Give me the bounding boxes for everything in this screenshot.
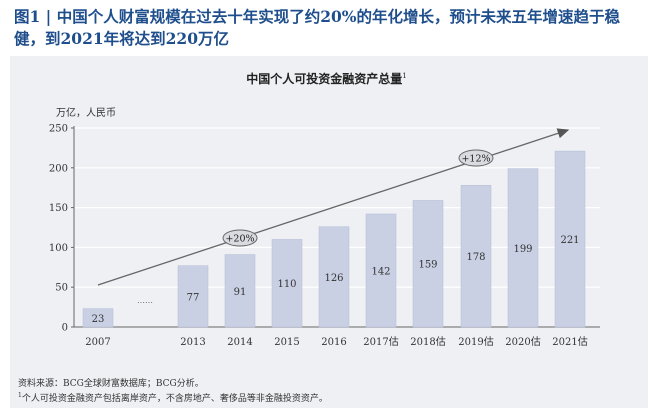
x-tick-label: 2018估 bbox=[410, 335, 445, 348]
growth-label: +12% bbox=[461, 154, 490, 165]
bar bbox=[224, 254, 256, 328]
gap-marker: …… bbox=[137, 296, 153, 305]
y-tick-label: 200 bbox=[49, 163, 68, 174]
data-label: 221 bbox=[560, 235, 579, 246]
heading-line-2: 健，到2021年将达到220万亿 bbox=[14, 29, 229, 48]
x-tick-label: 2019估 bbox=[458, 335, 493, 348]
bar bbox=[271, 239, 303, 328]
data-label: 77 bbox=[187, 292, 200, 303]
bar bbox=[82, 308, 114, 328]
bar bbox=[507, 168, 539, 328]
y-tick-label: 250 bbox=[49, 124, 68, 135]
data-label: 159 bbox=[418, 260, 437, 271]
y-tick-label: 150 bbox=[49, 203, 68, 214]
x-tick-label: 2007 bbox=[85, 337, 110, 348]
footnote-line: 1个人可投资金融资产包括离岸资产，不含房地产、奢侈品等非金融投资资产。 bbox=[18, 392, 328, 404]
chart-title: 中国个人可投资金融资产总量1 bbox=[246, 72, 407, 86]
y-tick-label: 0 bbox=[62, 323, 68, 334]
x-tick-label: 2021估 bbox=[552, 335, 587, 348]
figure-heading: 图1 | 中国个人财富规模在过去十年实现了约20%的年化增长，预计未来五年增速趋… bbox=[14, 6, 644, 50]
growth-badge bbox=[222, 229, 258, 247]
source-line: 资料来源：BCG全球财富数据库；BCG分析。 bbox=[18, 379, 204, 389]
source-notes: 资料来源：BCG全球财富数据库；BCG分析。 1个人可投资金融资产包括离岸资产，… bbox=[18, 378, 328, 405]
data-label: 178 bbox=[466, 252, 485, 263]
bar bbox=[365, 213, 397, 328]
growth-badge bbox=[458, 149, 494, 167]
growth-label: +20% bbox=[225, 234, 254, 245]
bar bbox=[318, 226, 350, 328]
bar bbox=[554, 150, 586, 328]
bar bbox=[460, 185, 492, 328]
heading-line-1: 图1 | 中国个人财富规模在过去十年实现了约20%的年化增长，预计未来五年增速趋… bbox=[14, 7, 621, 26]
bar bbox=[177, 265, 209, 328]
chart-title-footnote-marker: 1 bbox=[402, 72, 407, 80]
y-tick-label: 50 bbox=[55, 283, 68, 294]
bar bbox=[412, 200, 444, 328]
data-label: 199 bbox=[513, 244, 532, 255]
x-tick-label: 2015 bbox=[274, 337, 299, 348]
data-label: 142 bbox=[371, 266, 390, 277]
x-tick-label: 2014 bbox=[227, 337, 252, 348]
data-label: 23 bbox=[92, 314, 105, 325]
x-tick-label: 2020估 bbox=[505, 335, 540, 348]
x-tick-label: 2017估 bbox=[363, 335, 398, 348]
data-label: 110 bbox=[277, 279, 296, 290]
x-tick-label: 2013 bbox=[180, 337, 205, 348]
data-label: 126 bbox=[324, 273, 343, 284]
x-tick-label: 2016 bbox=[321, 337, 346, 348]
y-axis-label: 万亿，人民币 bbox=[56, 108, 116, 119]
data-label: 91 bbox=[234, 287, 247, 298]
y-tick-label: 100 bbox=[49, 243, 68, 254]
